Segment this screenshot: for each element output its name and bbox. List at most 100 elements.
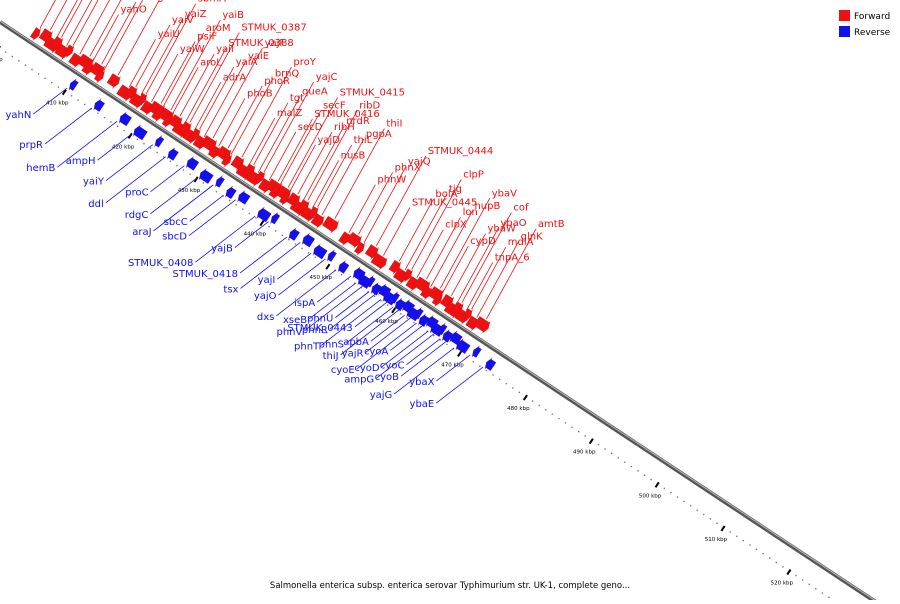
gene-cyoB-label[interactable]: cyoB xyxy=(375,372,400,383)
guide-dot xyxy=(44,77,46,79)
gene-STMUK_0408-label[interactable]: STMUK_0408 xyxy=(128,258,193,269)
gene-yahN-arrow[interactable] xyxy=(69,79,79,91)
gene-yajI-label[interactable]: yajI xyxy=(258,275,276,286)
gene-yajO-arrow[interactable] xyxy=(327,250,337,262)
gene-ddl-arrow[interactable] xyxy=(167,148,178,161)
gene-STMUK_0444-label[interactable]: STMUK_0444 xyxy=(428,146,493,157)
gene-yaiY-label[interactable]: yaiY xyxy=(83,177,105,188)
gene-yajO-label[interactable]: yajO xyxy=(254,291,277,302)
gene-ybaE-label[interactable]: ybaE xyxy=(410,399,435,410)
gene-phnW-label[interactable]: phnW xyxy=(377,175,406,186)
gene-ybaE-arrow[interactable] xyxy=(485,358,496,371)
guide-dot xyxy=(183,169,185,171)
scale-tick xyxy=(524,395,527,400)
gene-phnW-leader xyxy=(349,185,375,233)
guide-dot xyxy=(710,518,712,520)
gene-hemB-arrow[interactable] xyxy=(119,112,132,126)
gene-STMUK_0418-label[interactable]: STMUK_0418 xyxy=(173,269,238,280)
gene-yaiY-arrow[interactable] xyxy=(155,135,165,147)
guide-dot xyxy=(499,378,501,380)
gene-proC-label[interactable]: proC xyxy=(125,188,148,199)
gene-STMUK_0416-leader xyxy=(278,119,312,181)
gene-thiI-arrow[interactable] xyxy=(322,216,339,233)
gene-yaiE-label[interactable]: yaiE xyxy=(248,51,269,62)
gene-sbcC-arrow[interactable] xyxy=(225,186,236,199)
gene-STMUK_0415-label[interactable]: STMUK_0415 xyxy=(340,88,405,99)
guide-dot xyxy=(578,431,580,433)
gene-ampH-arrow[interactable] xyxy=(133,125,148,140)
gene-ybaV-label[interactable]: ybaV xyxy=(492,188,517,199)
gene-prpR-arrow[interactable] xyxy=(94,99,105,112)
scale-tick-label: 450 kbp xyxy=(310,275,333,281)
guide-dot xyxy=(413,322,415,324)
gene-hemB-label[interactable]: hemB xyxy=(26,163,55,174)
gene-yaiA-leader xyxy=(200,67,234,129)
gene-araJ-label[interactable]: araJ xyxy=(132,227,151,238)
guide-dot xyxy=(25,64,27,66)
gene-yajG-label[interactable]: yajG xyxy=(370,390,393,401)
gene-yajF-label[interactable]: yajF xyxy=(265,38,286,49)
gene-sbcC-label[interactable]: sbcC xyxy=(164,217,188,228)
gene-rdgC-arrow[interactable] xyxy=(199,169,214,184)
gene-ampG-label[interactable]: ampG xyxy=(344,374,374,385)
gene-ybaX-label[interactable]: ybaX xyxy=(409,377,434,388)
gene-yajD-label[interactable]: yajD xyxy=(317,135,340,146)
gene-prpR-label[interactable]: prpR xyxy=(19,140,43,151)
gene-phnS-label[interactable]: phnS xyxy=(319,339,344,350)
gene-rdgC-label[interactable]: rdgC xyxy=(125,210,149,221)
gene-yaiB-label[interactable]: yaiB xyxy=(222,10,244,21)
gene-yajQ-label[interactable]: yajQ xyxy=(408,157,431,168)
gene-amtB-label[interactable]: amtB xyxy=(538,219,565,230)
gene-ybaO-label[interactable]: ybaO xyxy=(500,218,526,229)
gene-clpP-label[interactable]: clpP xyxy=(463,169,484,180)
guide-dot xyxy=(143,143,145,145)
gene-yajR-label[interactable]: yajR xyxy=(342,349,364,360)
gene-sbmA-label[interactable]: sbmA xyxy=(198,0,226,5)
gene-ribD-label[interactable]: ribD xyxy=(359,101,380,112)
gene-STMUK_0408-arrow[interactable] xyxy=(257,207,272,222)
gene-araJ-arrow[interactable] xyxy=(215,176,225,188)
guide-dot xyxy=(611,453,613,455)
gene-cyoC-label[interactable]: cyoC xyxy=(380,361,405,372)
gene-proC-arrow[interactable] xyxy=(186,156,199,170)
gene-yajC-label[interactable]: yajC xyxy=(316,72,338,83)
guide-dot xyxy=(235,204,237,206)
gene-ybaW-leader xyxy=(451,234,485,296)
gene-tsx-arrow[interactable] xyxy=(302,233,315,247)
gene-yahN-label[interactable]: yahN xyxy=(5,110,31,121)
gene-ddl-label[interactable]: ddl xyxy=(88,199,103,210)
gene-phoB-leader xyxy=(219,98,245,146)
gene-STMUK_0387-label[interactable]: STMUK_0387 xyxy=(241,23,306,34)
guide-dot xyxy=(664,488,666,490)
gene-yajB-arrow[interactable] xyxy=(270,212,280,224)
gene-STMUK_0418-arrow[interactable] xyxy=(289,228,300,241)
gene-phnT-label[interactable]: phnT xyxy=(294,341,320,352)
scale-tick xyxy=(656,482,659,487)
gene-prpE-arrow[interactable] xyxy=(107,73,121,88)
guide-dot xyxy=(216,191,218,193)
gene-nusB-label[interactable]: nusB xyxy=(341,150,366,161)
gene-STMUK_0361-arrow[interactable] xyxy=(30,27,41,40)
guide-dot xyxy=(683,501,685,503)
guide-dot xyxy=(822,592,824,594)
gene-nrdR-label[interactable]: nrdR xyxy=(346,116,370,127)
gene-ispA-label[interactable]: ispA xyxy=(294,298,315,309)
gene-ybaX-arrow[interactable] xyxy=(472,346,482,358)
gene-dxs-arrow[interactable] xyxy=(338,261,349,274)
gene-secF-label[interactable]: secF xyxy=(323,100,346,111)
gene-STMUK_0443-label[interactable]: STMUK_0443 xyxy=(287,323,352,334)
gene-ampH-label[interactable]: ampH xyxy=(66,156,96,167)
guide-dot xyxy=(110,121,112,123)
gene-sbcD-arrow[interactable] xyxy=(238,190,251,204)
gene-sbcD-label[interactable]: sbcD xyxy=(162,232,187,243)
gene-yajB-label[interactable]: yajB xyxy=(211,244,233,255)
gene-cyoA-label[interactable]: cyoA xyxy=(364,346,389,357)
gene-thiI-label[interactable]: thiI xyxy=(386,119,402,130)
gene-cof-label[interactable]: cof xyxy=(513,203,529,214)
gene-proY-label[interactable]: proY xyxy=(293,57,316,68)
gene-thiJ-label[interactable]: thiJ xyxy=(323,351,339,362)
gene-tsx-label[interactable]: tsx xyxy=(223,284,238,295)
gene-dxs-label[interactable]: dxs xyxy=(257,312,274,323)
